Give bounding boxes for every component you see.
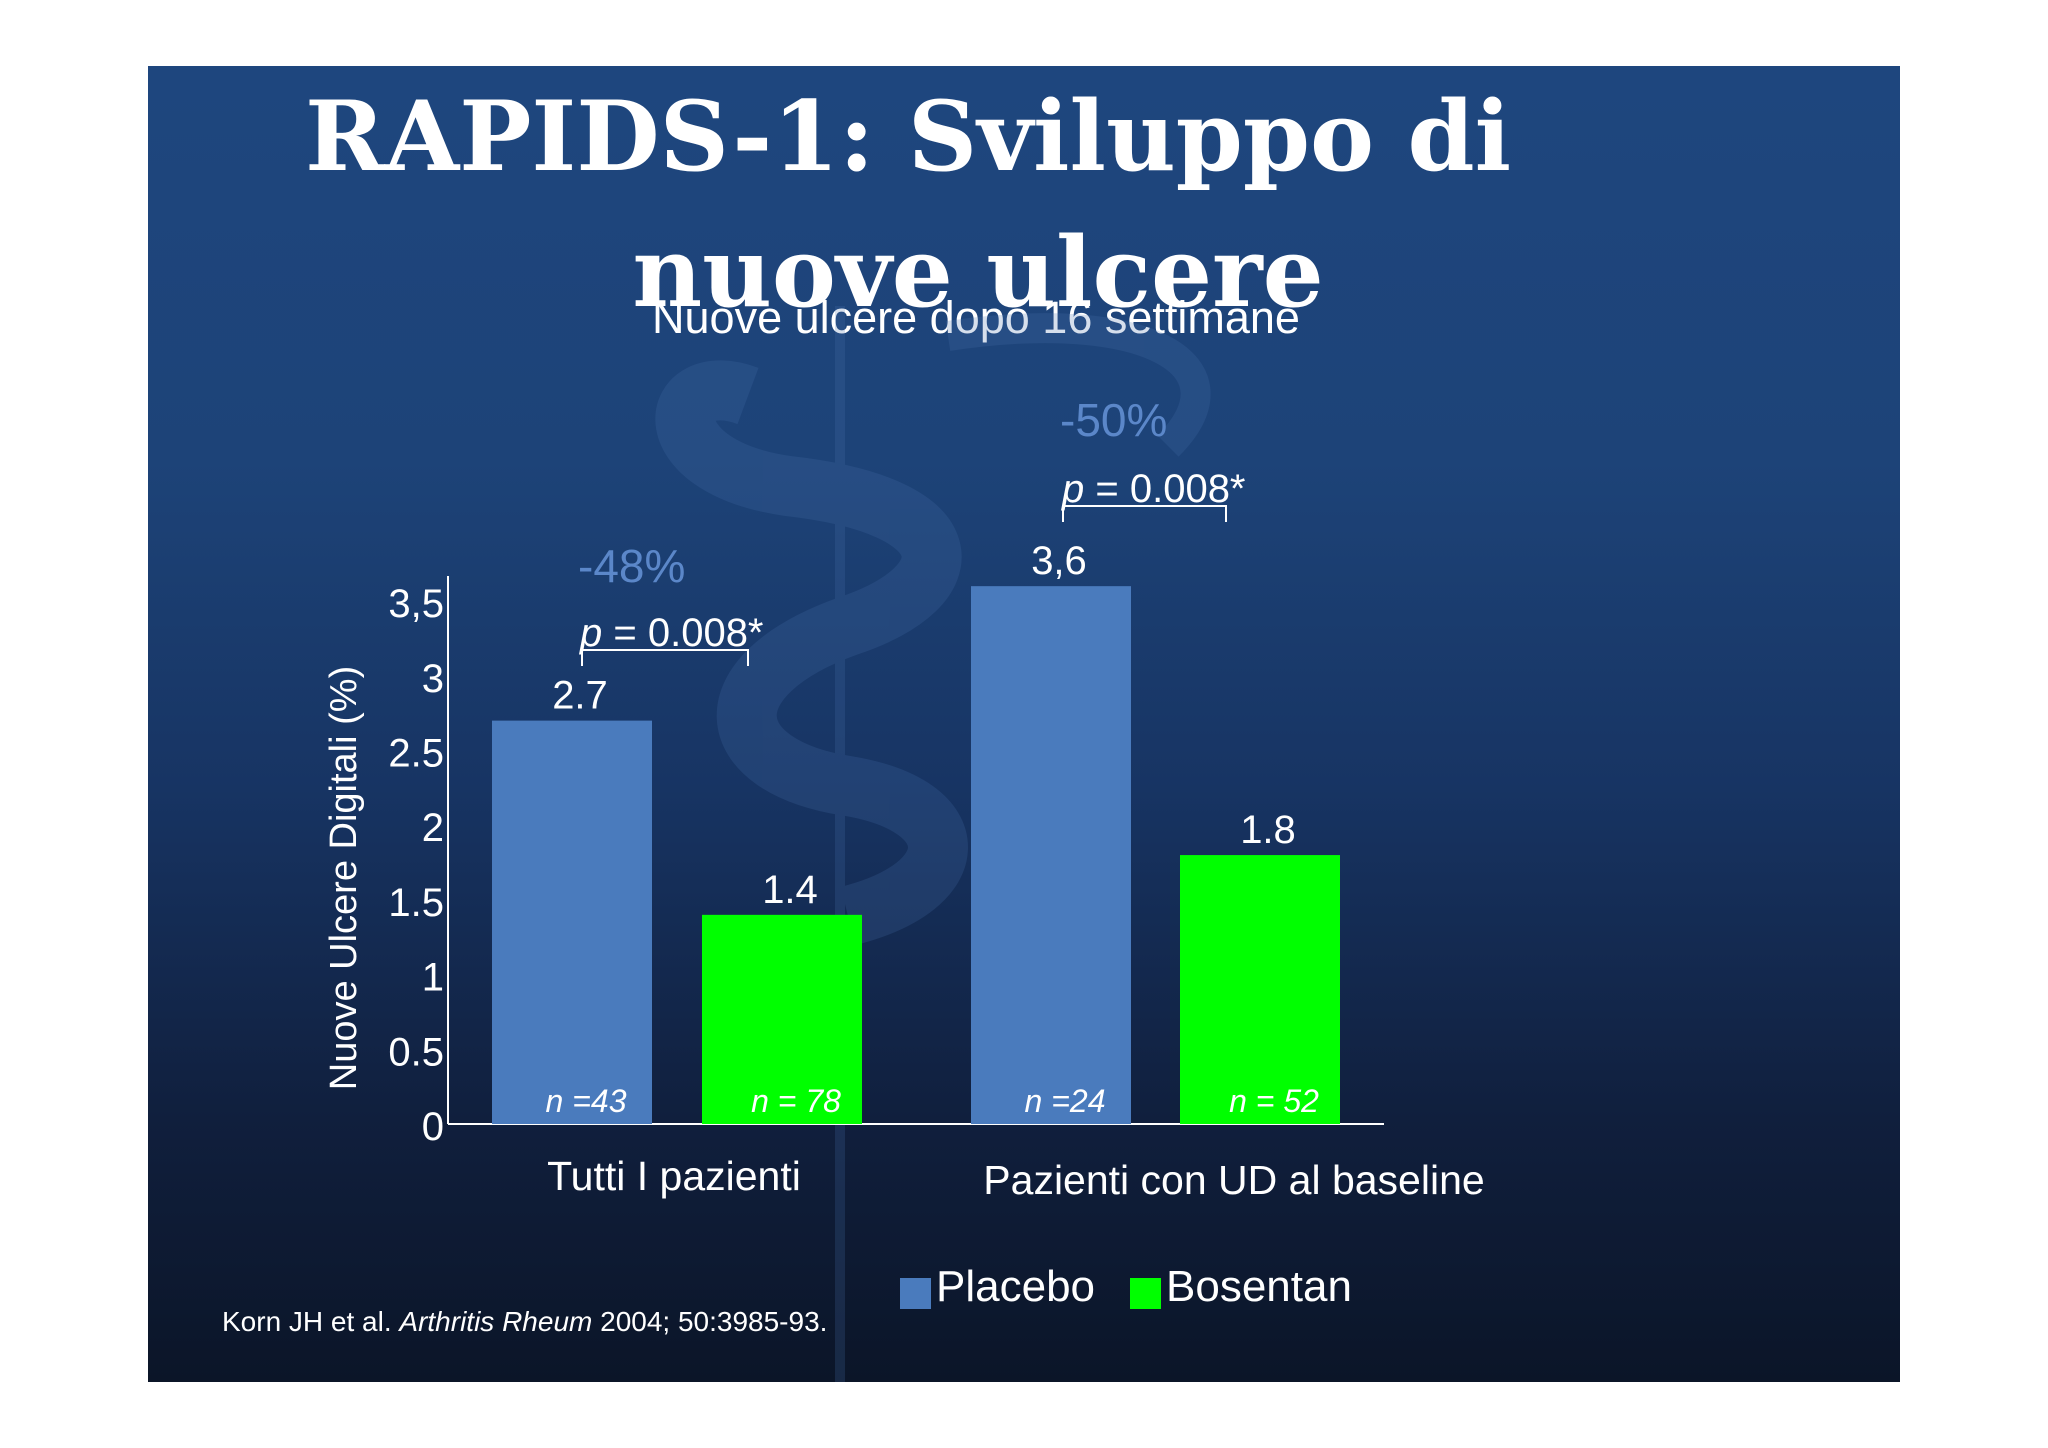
chart-subtitle: Nuove ulcere dopo 16 settimane xyxy=(652,292,1300,343)
bar-chart: 0 0.5 1 1.5 2 2.5 3 3,5 Nuove Ulcere Digitali (%… xyxy=(323,306,1485,1382)
y-tick-label: 1.5 xyxy=(388,881,444,925)
legend-label-bosentan: Bosentan xyxy=(1166,1262,1352,1311)
x-category-label: Pazienti con UD al baseline xyxy=(983,1157,1484,1203)
bar-bosentan-1 xyxy=(702,914,862,1124)
plot-area: 0 0.5 1 1.5 2 2.5 3 3,5 Nuove Ulcere Digitali (%… xyxy=(323,394,1485,1203)
citation-journal: Arthritis Rheum xyxy=(399,1306,593,1337)
bar-value-label: 1.4 xyxy=(762,868,818,912)
citation-authors: Korn JH et al. xyxy=(222,1306,400,1337)
percent-change-label: -50% xyxy=(1060,394,1167,446)
y-tick-label: 3 xyxy=(422,657,444,701)
bar-value-label: 3,6 xyxy=(1031,539,1087,583)
bar-value-label: 2.7 xyxy=(552,674,608,718)
bar-bosentan-2 xyxy=(1180,855,1340,1124)
x-category-label: Tutti I pazienti xyxy=(547,1153,801,1199)
y-tick-label: 0 xyxy=(422,1105,444,1149)
slide: RAPIDS-1: Sviluppo di nuove ulcere Nuove… xyxy=(148,66,1900,1382)
citation: Korn JH et al. Arthritis Rheum 2004; 50:… xyxy=(222,1306,827,1338)
y-tick-label: 2.5 xyxy=(388,732,444,776)
bar-n-label: n = 78 xyxy=(751,1083,841,1119)
bar-n-label: n =43 xyxy=(546,1083,627,1119)
citation-rest: 2004; 50:3985-93. xyxy=(592,1306,828,1337)
p-value-label: p = 0.008* xyxy=(579,611,764,655)
y-tick-label: 0.5 xyxy=(388,1030,444,1074)
bar-n-label: n =24 xyxy=(1025,1083,1106,1119)
p-value-label: p = 0.008* xyxy=(1061,467,1246,511)
significance-bracket xyxy=(1062,505,1227,522)
slide-title-line-1: RAPIDS-1: Sviluppo di xyxy=(304,80,1512,193)
percent-change-label: -48% xyxy=(578,540,685,592)
legend-label-placebo: Placebo xyxy=(936,1262,1096,1311)
y-axis-label: Nuove Ulcere Digitali (%) xyxy=(323,666,365,1090)
bar-value-label: 1.8 xyxy=(1240,808,1296,852)
bar-placebo-1 xyxy=(492,720,652,1124)
y-tick-label: 1 xyxy=(422,956,444,1000)
bar-n-label: n = 52 xyxy=(1229,1083,1319,1119)
legend-swatch-placebo xyxy=(900,1278,931,1309)
caduceus-watermark xyxy=(655,306,1211,1382)
significance-bracket xyxy=(581,649,749,666)
bar-placebo-2 xyxy=(971,586,1131,1124)
y-tick-label: 3,5 xyxy=(388,582,444,626)
legend-swatch-bosentan xyxy=(1130,1278,1161,1309)
slide-title-line-2: nuove ulcere xyxy=(632,216,1324,329)
y-tick-label: 2 xyxy=(422,806,444,850)
